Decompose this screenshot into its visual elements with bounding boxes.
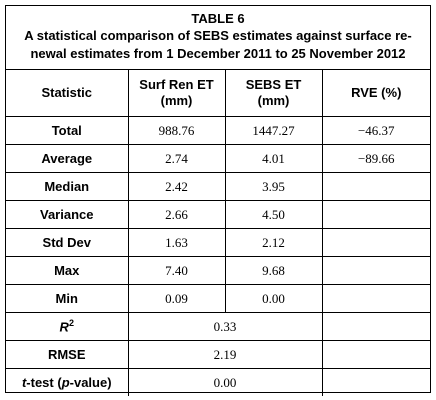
row-statistic-rmse: RMSE xyxy=(6,340,128,369)
header-statistic: Statistic xyxy=(6,69,128,117)
p-symbol: p xyxy=(61,375,70,390)
header-row: Statistic Surf Ren ET (mm) SEBS ET (mm) … xyxy=(6,69,430,117)
row-sebs-et: 2.12 xyxy=(224,228,322,257)
row-surf-ren-et: 2.74 xyxy=(127,144,225,173)
t-symbol: t xyxy=(21,375,27,390)
header-surf-ren-et-unit: (mm) xyxy=(160,93,193,108)
header-sebs-et-label: SEBS ET xyxy=(245,77,302,92)
table-row: Total 988.76 1447.27 −46.37 xyxy=(6,116,430,145)
row-statistic: Max xyxy=(6,256,128,285)
row-rve: −46.37 xyxy=(321,116,430,145)
row-statistic: Median xyxy=(6,172,128,201)
row-surf-ren-et: 7.40 xyxy=(127,256,225,285)
table-row-r-squared: R2 0.33 xyxy=(6,312,430,341)
table-row: Max 7.40 9.68 xyxy=(6,256,430,285)
header-sebs-et: SEBS ET (mm) xyxy=(224,69,322,117)
row-surf-ren-et: 2.66 xyxy=(127,200,225,229)
header-sebs-et-unit: (mm) xyxy=(257,93,290,108)
table-row: Median 2.42 3.95 xyxy=(6,172,430,201)
row-rve: −89.66 xyxy=(321,144,430,173)
row-statistic: Total xyxy=(6,116,128,145)
table-row: Std Dev 1.63 2.12 xyxy=(6,228,430,257)
row-sebs-et: 9.68 xyxy=(224,256,322,285)
row-surf-ren-et: 2.42 xyxy=(127,172,225,201)
header-surf-ren-et-label: Surf Ren ET xyxy=(139,77,214,92)
row-statistic-t-test: t-test (p-value) xyxy=(6,368,128,396)
row-rve xyxy=(321,256,430,285)
row-rve xyxy=(321,284,430,313)
row-merged-value: 0.00 xyxy=(127,368,322,396)
row-surf-ren-et: 988.76 xyxy=(127,116,225,145)
row-statistic: Std Dev xyxy=(6,228,128,257)
r-symbol: R xyxy=(59,319,69,335)
table-row: Average 2.74 4.01 −89.66 xyxy=(6,144,430,173)
row-rve xyxy=(321,228,430,257)
statistics-table: Statistic Surf Ren ET (mm) SEBS ET (mm) … xyxy=(6,69,430,396)
row-rve xyxy=(321,340,430,369)
header-rve: RVE (%) xyxy=(321,69,430,117)
row-statistic-r-squared: R2 xyxy=(6,312,128,341)
row-merged-value: 0.33 xyxy=(127,312,322,341)
t-test-text: -test ( xyxy=(26,375,62,390)
header-surf-ren-et: Surf Ren ET (mm) xyxy=(127,69,225,117)
row-rve xyxy=(321,312,430,341)
row-surf-ren-et: 1.63 xyxy=(127,228,225,257)
table-caption: TABLE 6 A statistical comparison of SEBS… xyxy=(6,6,430,69)
row-sebs-et: 0.00 xyxy=(224,284,322,313)
row-statistic: Min xyxy=(6,284,128,313)
row-rve xyxy=(321,368,430,396)
row-statistic: Variance xyxy=(6,200,128,229)
row-merged-value: 2.19 xyxy=(127,340,322,369)
row-statistic: Average xyxy=(6,144,128,173)
table-row: Variance 2.66 4.50 xyxy=(6,200,430,229)
row-rve xyxy=(321,200,430,229)
table-label: TABLE 6 xyxy=(191,11,245,26)
table-row-t-test: t-test (p-value) 0.00 xyxy=(6,368,430,396)
row-surf-ren-et: 0.09 xyxy=(127,284,225,313)
table-row: Min 0.09 0.00 xyxy=(6,284,430,313)
row-sebs-et: 3.95 xyxy=(224,172,322,201)
row-sebs-et: 1447.27 xyxy=(224,116,322,145)
table-row-rmse: RMSE 2.19 xyxy=(6,340,430,369)
r-superscript: 2 xyxy=(68,318,74,329)
row-sebs-et: 4.50 xyxy=(224,200,322,229)
table-title: A statistical comparison of SEBS estimat… xyxy=(24,28,412,61)
row-sebs-et: 4.01 xyxy=(224,144,322,173)
row-rve xyxy=(321,172,430,201)
p-value-text: -value) xyxy=(69,375,112,390)
table-container: TABLE 6 A statistical comparison of SEBS… xyxy=(5,5,431,396)
